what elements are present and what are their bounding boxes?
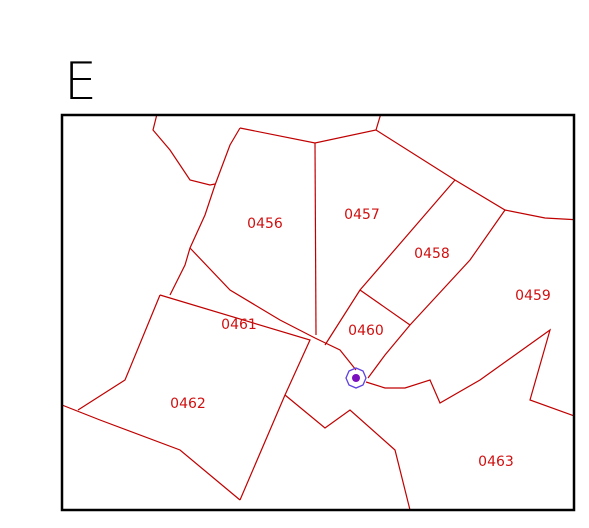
boundary xyxy=(324,179,456,346)
boundary xyxy=(284,394,411,510)
boundary xyxy=(239,115,382,144)
parcel-label: 0463 xyxy=(478,454,514,470)
marker-ring xyxy=(345,367,367,389)
parcel-label: 0457 xyxy=(344,207,380,223)
marker-dot xyxy=(352,374,360,382)
parcel-label: 0460 xyxy=(348,323,384,339)
parcel-label: 0458 xyxy=(414,246,450,262)
parcel-boundaries xyxy=(62,115,574,510)
boundary xyxy=(159,294,311,501)
parcel-label: 0456 xyxy=(247,216,283,232)
parcel-label: 0459 xyxy=(515,288,551,304)
parcel-label: 0462 xyxy=(170,396,206,412)
location-marker xyxy=(345,367,367,389)
map-title: E xyxy=(64,52,97,112)
boundary xyxy=(77,294,161,411)
boundary xyxy=(365,328,574,417)
boundary xyxy=(375,129,574,221)
boundary xyxy=(169,127,241,296)
boundary xyxy=(359,289,411,326)
boundary xyxy=(314,142,317,336)
map-frame xyxy=(60,113,576,512)
parcel-label: 0461 xyxy=(221,317,257,333)
boundary xyxy=(367,209,506,379)
boundary xyxy=(152,115,216,186)
boundary xyxy=(189,247,357,371)
boundary xyxy=(62,404,241,501)
